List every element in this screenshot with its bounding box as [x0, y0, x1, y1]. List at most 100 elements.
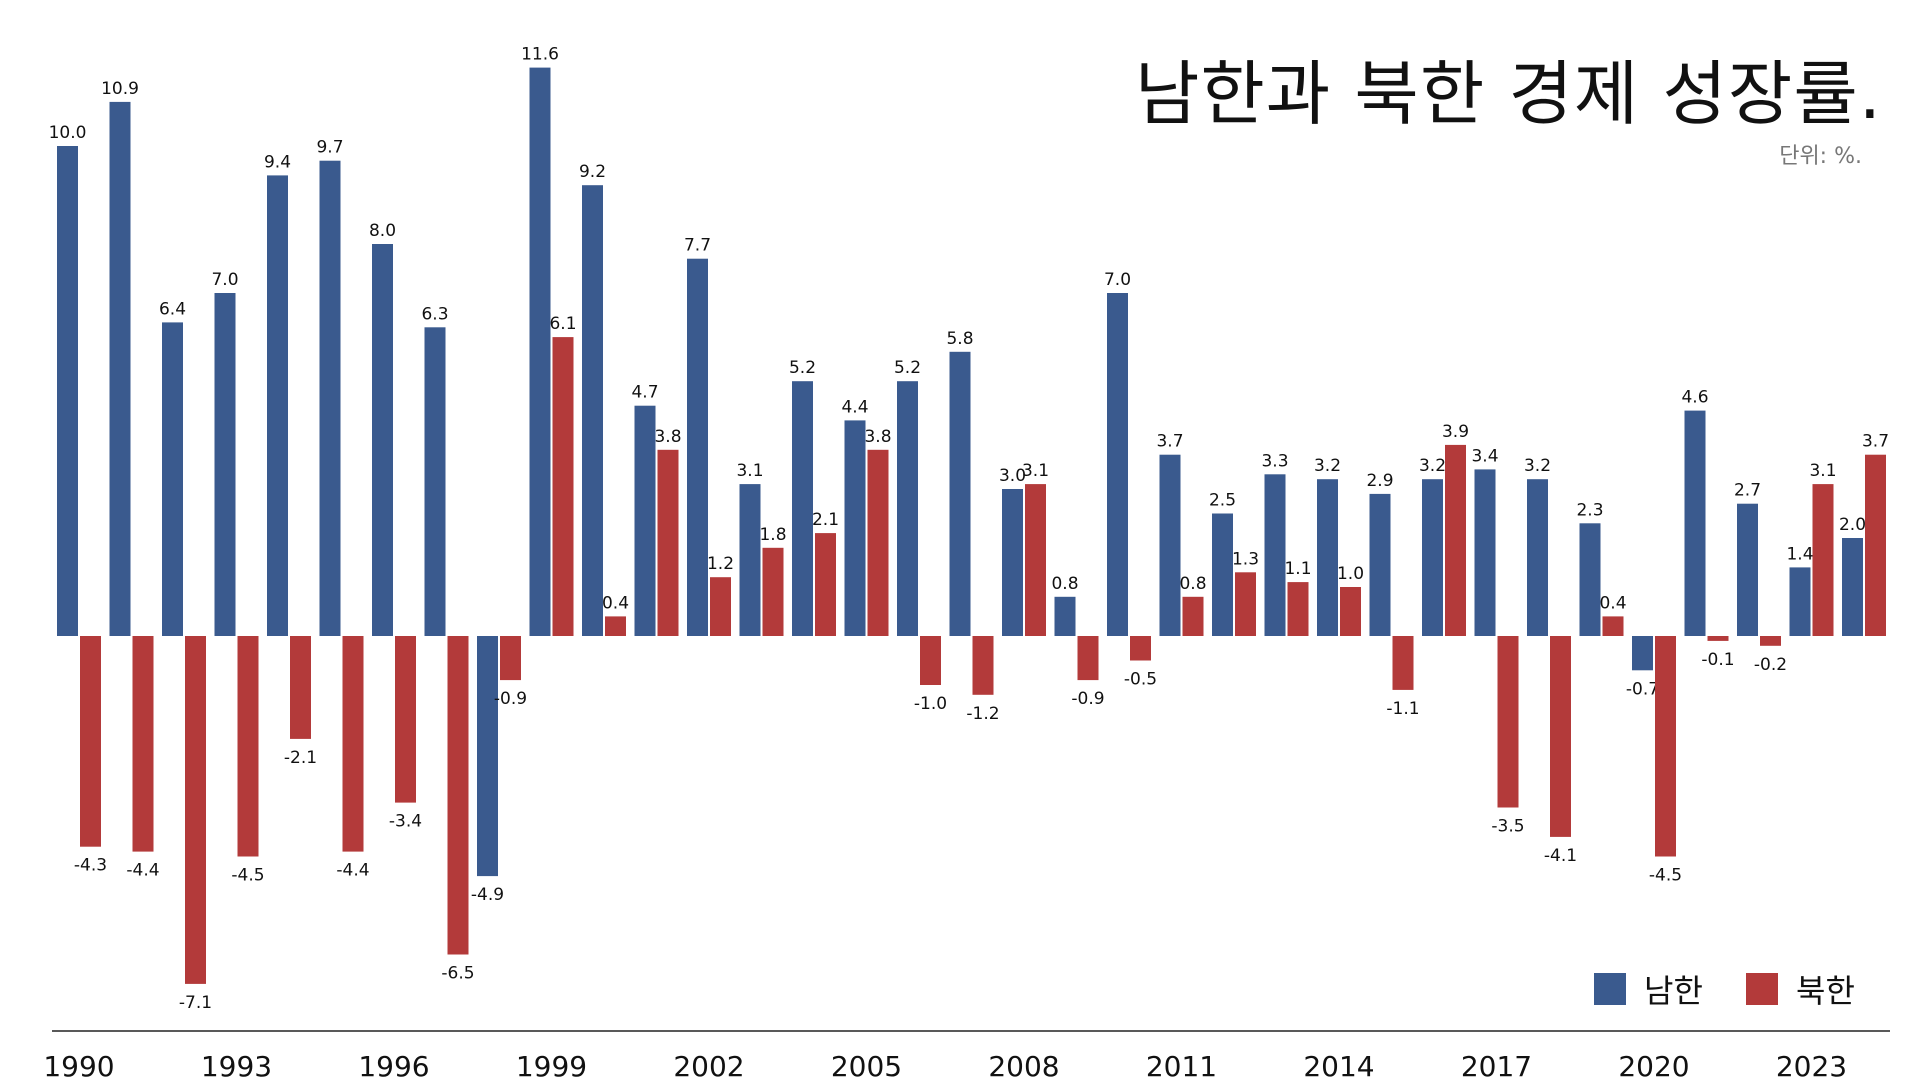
bar-north-2015: [1392, 636, 1414, 690]
bar-south-1996: [372, 244, 393, 636]
data-label-south-2005: 4.4: [841, 397, 868, 417]
bar-north-2005: [867, 449, 889, 636]
bar-south-2019: [1579, 523, 1601, 636]
bar-north-2024: [1865, 454, 1886, 636]
bar-south-1990: [57, 146, 78, 636]
x-tick-label-2002: 2002: [673, 1050, 744, 1080]
data-label-north-2011: 0.8: [1179, 574, 1206, 594]
data-label-south-2011: 3.7: [1156, 432, 1183, 452]
data-label-north-1992: -7.1: [179, 993, 212, 1013]
data-label-north-2021: -0.1: [1701, 650, 1734, 670]
data-label-south-1992: 6.4: [159, 299, 186, 319]
data-label-north-1994: -2.1: [284, 748, 317, 768]
bar-south-1992: [162, 322, 183, 636]
x-tick-label-1993: 1993: [201, 1050, 272, 1080]
data-label-south-1994: 9.4: [264, 152, 291, 172]
data-label-south-2003: 3.1: [736, 461, 763, 481]
bar-south-2018: [1527, 479, 1548, 636]
data-label-north-2024: 3.7: [1862, 432, 1889, 452]
data-label-north-2010: -0.5: [1124, 670, 1157, 690]
bar-north-1998: [500, 636, 521, 681]
data-label-south-2012: 2.5: [1209, 491, 1236, 511]
bar-north-1999: [552, 337, 574, 636]
data-label-north-2020: -4.5: [1649, 866, 1682, 886]
bar-north-1996: [395, 636, 416, 803]
bar-north-2011: [1182, 596, 1204, 636]
data-label-north-2004: 2.1: [812, 510, 839, 530]
data-label-north-1999: 6.1: [549, 314, 576, 334]
bar-north-2007: [972, 636, 994, 695]
chart-title: 남한과 북한 경제 성장률.: [1134, 53, 1882, 135]
data-label-north-1996: -3.4: [389, 812, 422, 832]
x-tick-label-2014: 2014: [1303, 1050, 1374, 1080]
bar-south-1991: [109, 101, 131, 636]
data-label-north-1993: -4.5: [231, 866, 264, 886]
data-label-north-1995: -4.4: [336, 861, 369, 881]
bar-north-2013: [1287, 582, 1309, 636]
bar-south-1993: [214, 293, 236, 636]
bar-south-1997: [424, 327, 446, 636]
bar-north-2003: [762, 547, 784, 636]
bar-north-2017: [1497, 636, 1519, 808]
data-label-south-2024: 2.0: [1839, 515, 1866, 535]
bar-south-2012: [1212, 513, 1233, 636]
data-label-south-2010: 7.0: [1104, 270, 1131, 290]
x-tick-label-1996: 1996: [358, 1050, 429, 1080]
bar-north-2014: [1340, 587, 1361, 636]
legend-swatch-north: [1746, 973, 1778, 1005]
data-label-south-2017: 3.4: [1471, 446, 1498, 466]
x-tick-label-2005: 2005: [831, 1050, 902, 1080]
bar-south-2001: [634, 405, 656, 636]
data-label-south-2016: 3.2: [1419, 456, 1446, 476]
bar-north-2012: [1235, 572, 1256, 636]
bar-south-2021: [1684, 410, 1706, 636]
bar-south-2007: [949, 351, 971, 636]
bar-north-2009: [1077, 636, 1099, 681]
x-tick-label-2011: 2011: [1146, 1050, 1217, 1080]
x-tick-label-2017: 2017: [1461, 1050, 1532, 1080]
bar-south-2004: [792, 381, 813, 636]
bar-north-2001: [657, 449, 679, 636]
data-label-south-1995: 9.7: [316, 138, 343, 158]
bar-north-1990: [80, 636, 101, 847]
bar-south-2003: [739, 484, 761, 636]
data-label-north-1998: -0.9: [494, 689, 527, 709]
bar-south-2024: [1842, 538, 1863, 636]
data-label-north-2015: -1.1: [1386, 699, 1419, 719]
bar-north-1997: [447, 636, 469, 955]
bar-south-2022: [1737, 503, 1758, 636]
unit-label: 단위: %.: [1779, 144, 1862, 169]
data-label-south-2023: 1.4: [1786, 544, 1813, 564]
data-label-north-2012: 1.3: [1232, 549, 1259, 569]
data-label-north-1997: -6.5: [441, 964, 474, 984]
data-label-south-2006: 5.2: [894, 358, 921, 378]
bar-north-1995: [342, 636, 364, 852]
bar-south-2008: [1002, 489, 1023, 636]
data-label-south-2009: 0.8: [1051, 574, 1078, 594]
data-label-south-2022: 2.7: [1734, 481, 1761, 501]
x-tick-label-1999: 1999: [516, 1050, 587, 1080]
x-tick-label-2020: 2020: [1618, 1050, 1689, 1080]
data-label-north-1990: -4.3: [74, 856, 107, 876]
bar-north-2010: [1130, 636, 1151, 661]
data-label-south-2007: 5.8: [946, 329, 973, 349]
bar-north-2016: [1445, 444, 1466, 636]
data-label-south-1991: 10.9: [101, 79, 139, 99]
bar-south-2005: [844, 420, 866, 636]
data-label-south-1998: -4.9: [471, 885, 504, 905]
data-label-north-2001: 3.8: [654, 427, 681, 447]
data-label-north-2008: 3.1: [1022, 461, 1049, 481]
bar-north-2021: [1707, 636, 1729, 641]
bar-south-2000: [582, 185, 603, 636]
legend-label-north: 북한: [1796, 972, 1855, 1010]
data-label-north-2018: -4.1: [1544, 846, 1577, 866]
bar-south-2006: [897, 381, 918, 636]
data-label-north-2013: 1.1: [1284, 559, 1311, 579]
legend-item-north: 북한: [1746, 966, 1855, 1012]
data-label-south-1990: 10.0: [49, 123, 87, 143]
data-label-south-1996: 8.0: [369, 221, 396, 241]
data-label-south-2000: 9.2: [579, 162, 606, 182]
bar-north-2019: [1602, 616, 1624, 636]
bar-south-2015: [1369, 493, 1391, 636]
